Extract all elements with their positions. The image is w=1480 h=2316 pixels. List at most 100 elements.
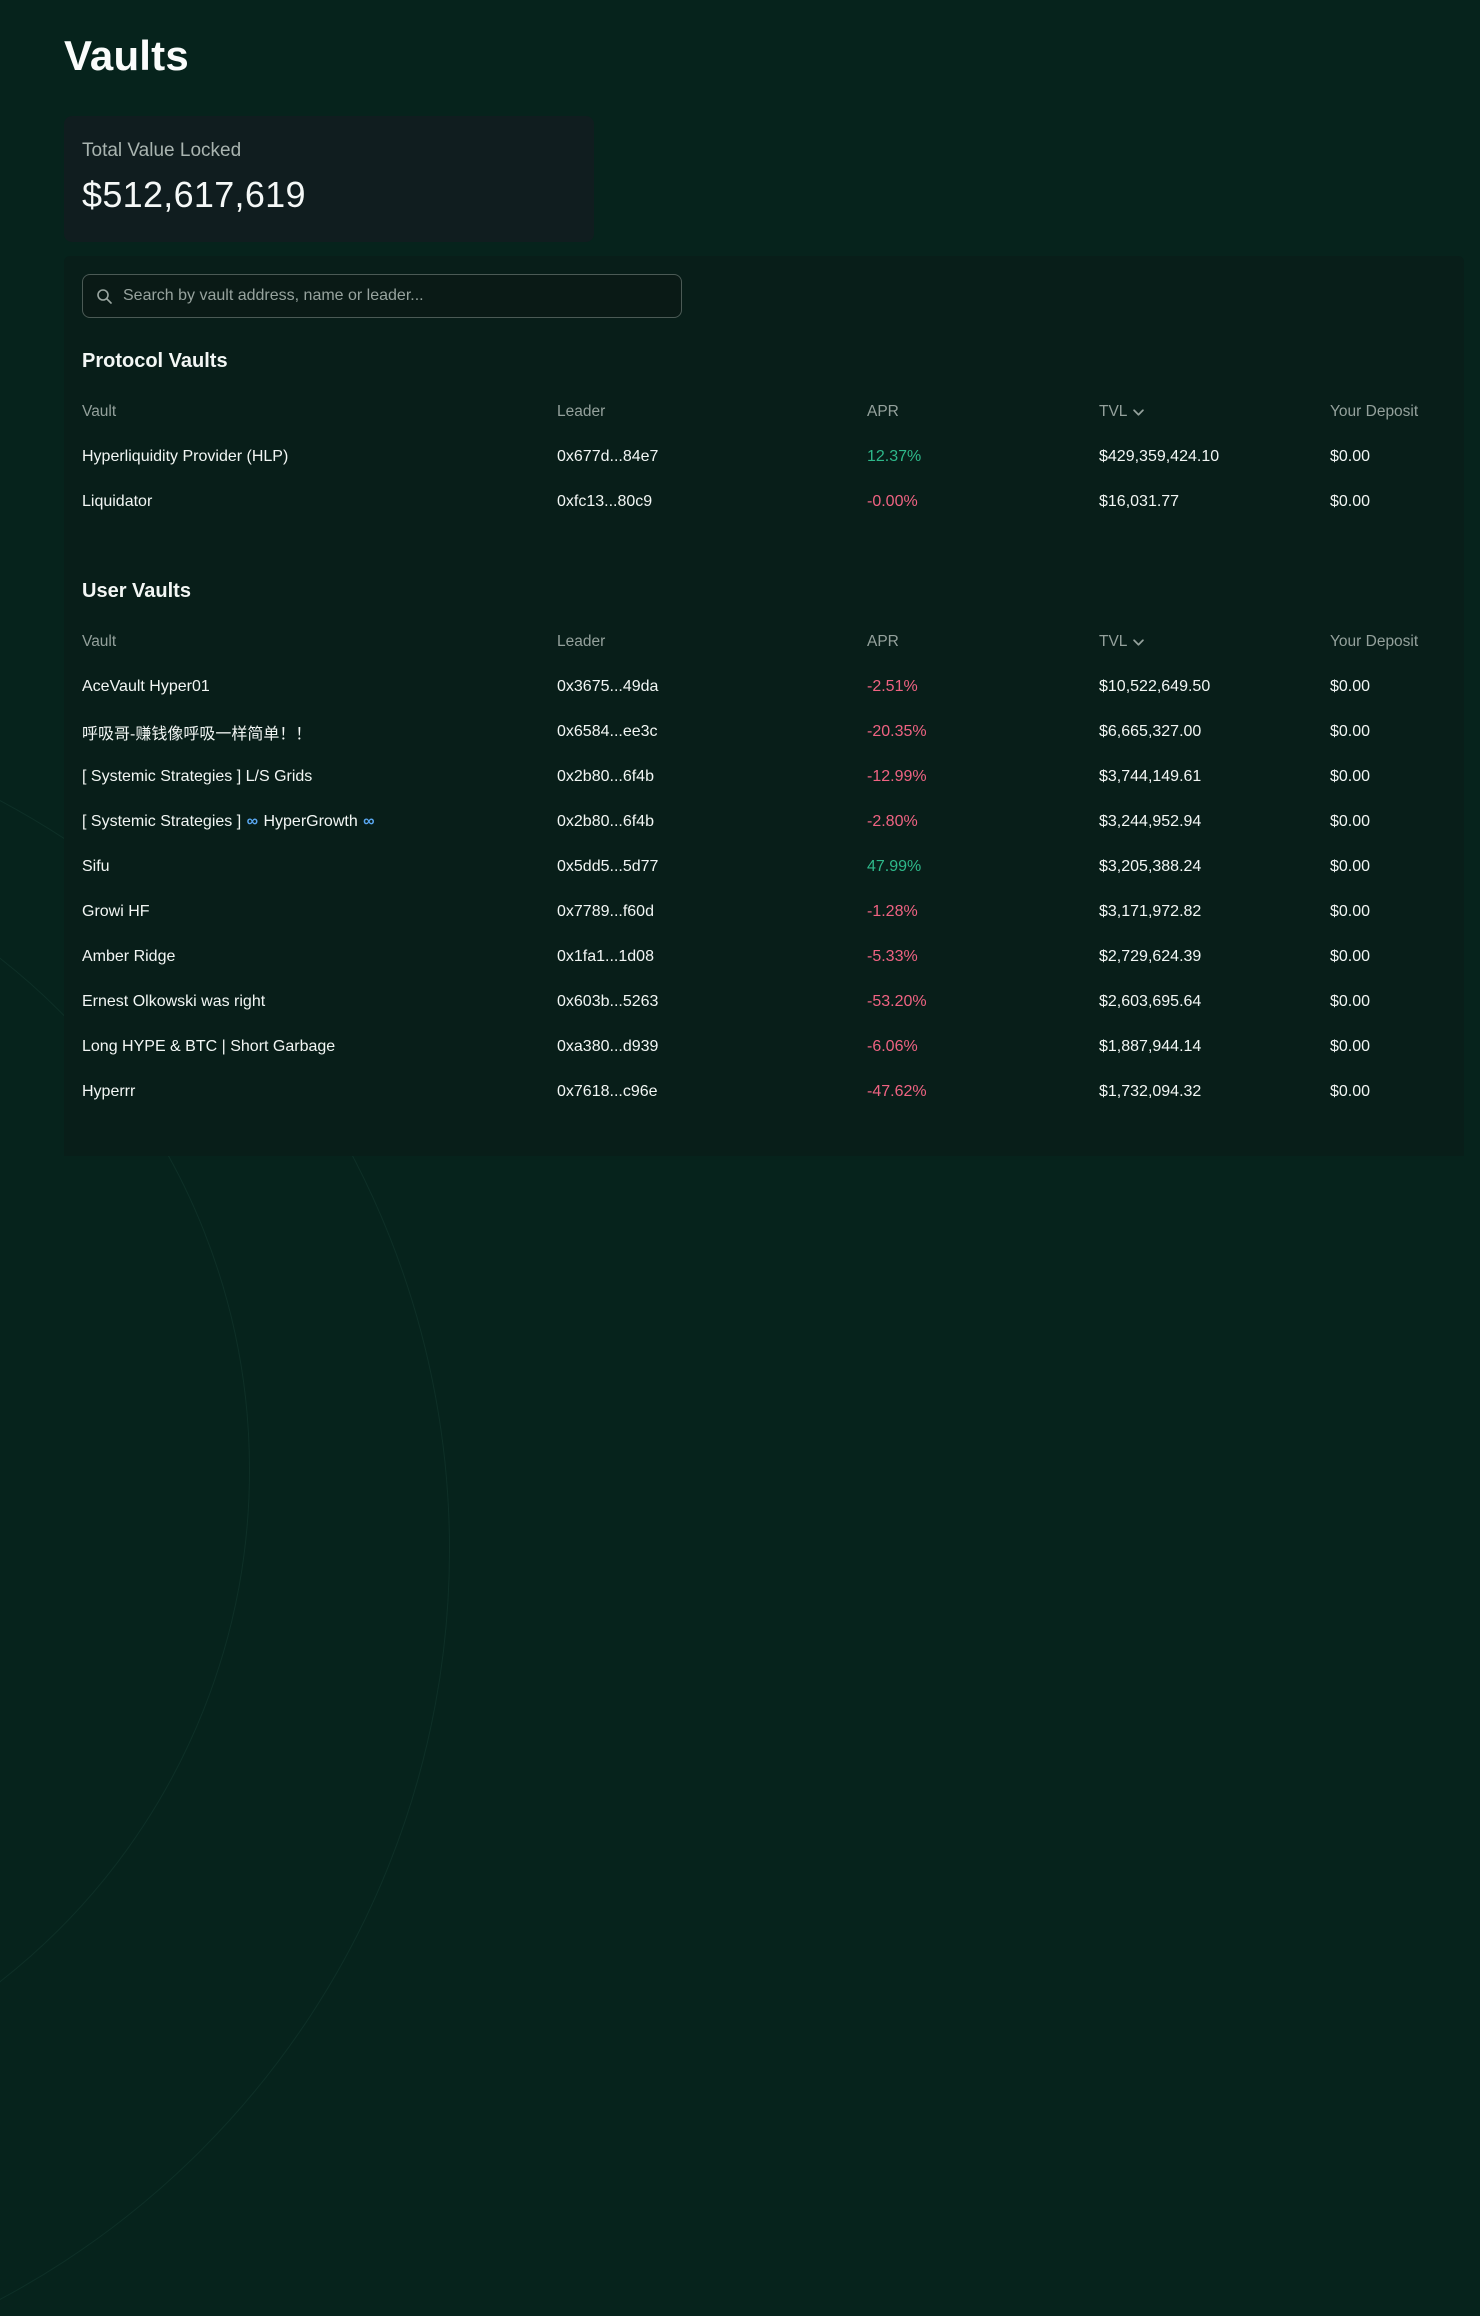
- tvl-value: $512,617,619: [82, 174, 306, 215]
- chevron-down-icon: [1133, 639, 1145, 646]
- vault-name: AceVault Hyper01: [82, 677, 210, 695]
- vault-leader: 0x2b80...6f4b: [557, 812, 654, 830]
- vault-section: User Vaults Vault Leader APR TVL Your Deposit…: [82, 580, 1446, 1114]
- table-row[interactable]: [ Systemic Strategies ] L/S Grids 0x2b80.…: [82, 754, 1446, 799]
- vault-name: Hyperliquidity Provider (HLP): [82, 447, 289, 465]
- vault-leader: 0x7789...f60d: [557, 902, 654, 920]
- vault-name: Ernest Olkowski was right: [82, 992, 266, 1010]
- vault-deposit: $0.00: [1330, 902, 1371, 920]
- section-title: User Vaults: [82, 580, 191, 602]
- table-row[interactable]: Long HYPE & BTC | Short Garbage 0xa380...…: [82, 1024, 1446, 1069]
- vault-name: [ Systemic Strategies ] ∞ HyperGrowth ∞: [82, 812, 375, 830]
- table-row[interactable]: 呼吸哥-赚钱像呼吸一样简单！！ 0x6584...ee3c -20.35% $6,66…: [82, 709, 1446, 754]
- col-apr: APR: [867, 632, 899, 650]
- vault-leader: 0x1fa1...1d08: [557, 947, 654, 965]
- vault-deposit: $0.00: [1330, 857, 1371, 875]
- vault-name: Amber Ridge: [82, 947, 176, 965]
- vault-leader: 0xa380...d939: [557, 1037, 659, 1055]
- vault-tvl: $16,031.77: [1099, 492, 1180, 510]
- col-deposit: Your Deposit: [1330, 632, 1419, 650]
- vault-deposit: $0.00: [1330, 992, 1371, 1010]
- vault-name: Growi HF: [82, 902, 150, 920]
- vault-tvl: $6,665,327.00: [1099, 722, 1202, 740]
- vault-leader: 0x603b...5263: [557, 992, 659, 1010]
- vault-tvl: $10,522,649.50: [1099, 677, 1211, 695]
- vault-apr: -2.80%: [867, 812, 918, 830]
- vault-name: [ Systemic Strategies ] L/S Grids: [82, 767, 313, 785]
- col-vault: Vault: [82, 632, 117, 650]
- vault-tvl: $3,244,952.94: [1099, 812, 1202, 830]
- col-tvl-sort[interactable]: TVL: [1099, 403, 1330, 421]
- tvl-label: Total Value Locked: [82, 140, 242, 161]
- table-row[interactable]: Hyperrr 0x7618...c96e -47.62% $1,732,094.32…: [82, 1069, 1446, 1114]
- vault-deposit: $0.00: [1330, 447, 1371, 465]
- vault-sections: Protocol Vaults Vault Leader APR TVL Your Dep…: [82, 350, 1446, 1114]
- tvl-card: Total Value Locked $512,617,619: [64, 116, 594, 242]
- vaults-page: Vaults Total Value Locked $512,617,619 P…: [0, 0, 1480, 1156]
- col-tvl-sort[interactable]: TVL: [1099, 633, 1330, 651]
- col-leader: Leader: [557, 632, 606, 650]
- vault-apr: 47.99%: [867, 857, 922, 875]
- vault-leader: 0x3675...49da: [557, 677, 659, 695]
- vault-deposit: $0.00: [1330, 767, 1371, 785]
- vault-leader: 0x5dd5...5d77: [557, 857, 659, 875]
- vault-apr: -5.33%: [867, 947, 918, 965]
- vault-name: Hyperrr: [82, 1082, 136, 1100]
- search-box: [82, 274, 682, 318]
- vault-tvl: $3,744,149.61: [1099, 767, 1202, 785]
- vault-deposit: $0.00: [1330, 947, 1371, 965]
- vault-apr: -2.51%: [867, 677, 918, 695]
- vault-apr: -47.62%: [867, 1082, 927, 1100]
- vault-deposit: $0.00: [1330, 677, 1371, 695]
- col-vault: Vault: [82, 402, 117, 420]
- table-row[interactable]: Liquidator 0xfc13...80c9 -0.00% $16,031.77 $…: [82, 479, 1446, 524]
- vault-deposit: $0.00: [1330, 722, 1371, 740]
- vault-leader: 0x7618...c96e: [557, 1082, 658, 1100]
- vault-name: Liquidator: [82, 492, 153, 510]
- vault-deposit: $0.00: [1330, 492, 1371, 510]
- search-input[interactable]: [82, 274, 682, 318]
- chevron-down-icon: [1133, 409, 1145, 416]
- col-apr: APR: [867, 402, 899, 420]
- table-row[interactable]: Ernest Olkowski was right 0x603b...5263 -5…: [82, 979, 1446, 1024]
- vault-apr: -53.20%: [867, 992, 927, 1010]
- vault-leader: 0x677d...84e7: [557, 447, 659, 465]
- table-row[interactable]: Growi HF 0x7789...f60d -1.28% $3,171,972.82…: [82, 889, 1446, 934]
- section-title: Protocol Vaults: [82, 350, 228, 372]
- table-row[interactable]: Amber Ridge 0x1fa1...1d08 -5.33% $2,729,624…: [82, 934, 1446, 979]
- table-row[interactable]: AceVault Hyper01 0x3675...49da -2.51% $10,5…: [82, 664, 1446, 709]
- vault-deposit: $0.00: [1330, 812, 1371, 830]
- vault-name: 呼吸哥-赚钱像呼吸一样简单！！: [82, 725, 312, 743]
- infinity-icon: ∞: [246, 812, 259, 830]
- infinity-icon: ∞: [363, 812, 375, 830]
- vault-tvl: $429,359,424.10: [1099, 447, 1220, 465]
- table-row[interactable]: [ Systemic Strategies ] ∞ HyperGrowth ∞ 0…: [82, 799, 1446, 844]
- vault-tvl: $3,205,388.24: [1099, 857, 1202, 875]
- vault-section: Protocol Vaults Vault Leader APR TVL Your Dep…: [82, 350, 1446, 524]
- vault-tvl: $3,171,972.82: [1099, 902, 1202, 920]
- vault-apr: -0.00%: [867, 492, 918, 510]
- vault-name: Sifu: [82, 857, 110, 875]
- vault-deposit: $0.00: [1330, 1037, 1371, 1055]
- col-deposit: Your Deposit: [1330, 402, 1419, 420]
- vault-apr: -1.28%: [867, 902, 918, 920]
- vault-deposit: $0.00: [1330, 1082, 1371, 1100]
- table-header: Vault Leader APR TVL Your Deposit: [82, 619, 1446, 664]
- vault-apr: -12.99%: [867, 767, 927, 785]
- table-header: Vault Leader APR TVL Your Deposit: [82, 389, 1446, 434]
- vault-leader: 0xfc13...80c9: [557, 492, 653, 510]
- vault-name: Long HYPE & BTC | Short Garbage: [82, 1037, 336, 1055]
- table-row[interactable]: Hyperliquidity Provider (HLP) 0x677d...84…: [82, 434, 1446, 479]
- page-title: Vaults: [64, 32, 189, 79]
- col-leader: Leader: [557, 402, 606, 420]
- vault-leader: 0x2b80...6f4b: [557, 767, 654, 785]
- vault-apr: -20.35%: [867, 722, 927, 740]
- vault-leader: 0x6584...ee3c: [557, 722, 658, 740]
- vault-tvl: $2,603,695.64: [1099, 992, 1202, 1010]
- vault-apr: -6.06%: [867, 1037, 918, 1055]
- vault-tvl: $1,887,944.14: [1099, 1037, 1202, 1055]
- table-row[interactable]: Sifu 0x5dd5...5d77 47.99% $3,205,388.24 $0.0…: [82, 844, 1446, 889]
- vault-apr: 12.37%: [867, 447, 922, 465]
- vault-tvl: $2,729,624.39: [1099, 947, 1202, 965]
